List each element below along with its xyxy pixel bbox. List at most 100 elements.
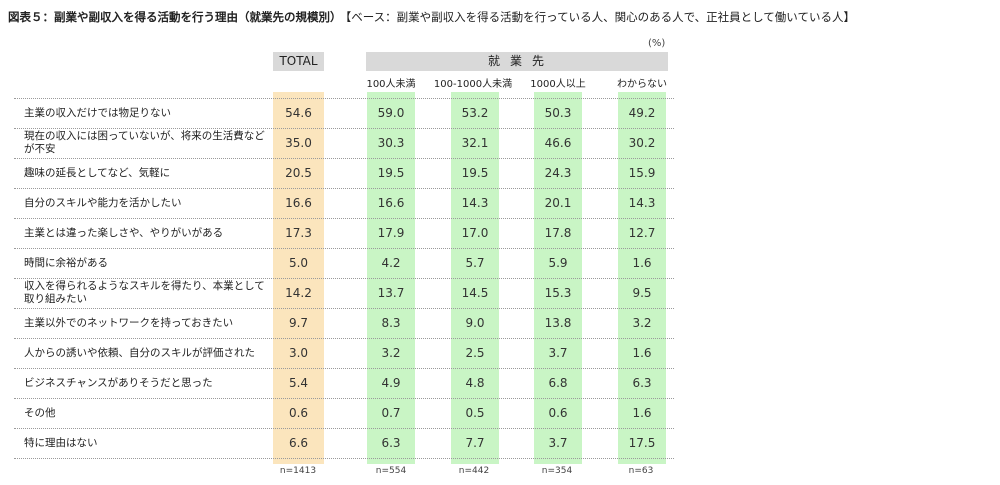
- table-cell: 17.9: [377, 226, 405, 240]
- sample-size-3: n=354: [541, 466, 573, 476]
- table-cell: 9.5: [632, 286, 652, 300]
- table-cell: 1.6: [632, 256, 652, 270]
- table-cell: 3.7: [548, 346, 568, 360]
- table-cell: 14.3: [628, 196, 656, 210]
- table-cell: 0.6: [288, 406, 309, 420]
- sub-header-2: 100-1000人未満: [433, 79, 513, 90]
- table-cell: 3.2: [632, 316, 652, 330]
- row-label: その他: [24, 406, 56, 419]
- chart-title: 図表５：副業や副収入を得る活動を行う理由（就業先の規模別） 【ベース：副業や副収入…: [8, 9, 855, 25]
- table-cell: 30.2: [628, 136, 656, 150]
- table-cell: 17.0: [461, 226, 489, 240]
- table-cell: 16.6: [377, 196, 405, 210]
- sample-size-1: n=554: [375, 466, 407, 476]
- table-cell: 3.2: [381, 346, 401, 360]
- row-label: 主業以外でのネットワークを持っておきたい: [24, 316, 234, 329]
- table-cell: 4.2: [381, 256, 401, 270]
- table-cell: 24.3: [544, 166, 572, 180]
- table-cell: 8.3: [381, 316, 401, 330]
- table-cell: 14.2: [285, 286, 312, 300]
- table-cell: 14.3: [461, 196, 489, 210]
- table-cell: 17.8: [544, 226, 572, 240]
- table-cell: 2.5: [465, 346, 485, 360]
- table-cell: 32.1: [461, 136, 489, 150]
- row-label: 趣味の延長としてなど、気軽に: [24, 166, 171, 179]
- row-separator: [14, 398, 674, 399]
- row-label: 人からの誘いや依頼、自分のスキルが評価された: [24, 346, 255, 359]
- table-cell: 6.6: [288, 436, 309, 450]
- table-cell: 3.7: [548, 436, 568, 450]
- table-cell: 0.5: [465, 406, 485, 420]
- sample-size-2: n=442: [458, 466, 490, 476]
- table-cell: 13.8: [544, 316, 572, 330]
- sub-header-4: わからない: [617, 79, 667, 90]
- table-cell: 15.9: [628, 166, 656, 180]
- title-base-note: 【ベース：副業や副収入を得る活動を行っている人、関心のある人で、正社員として働い…: [345, 10, 855, 24]
- table-cell: 4.9: [381, 376, 401, 390]
- row-separator: [14, 218, 674, 219]
- table-cell: 0.6: [548, 406, 568, 420]
- row-label: ビジネスチャンスがありそうだと思った: [24, 376, 213, 389]
- table-cell: 3.0: [288, 346, 309, 360]
- table-cell: 20.5: [285, 166, 312, 180]
- table-cell: 53.2: [461, 106, 489, 120]
- title-main: 図表５：副業や副収入を得る活動を行う理由（就業先の規模別）: [8, 10, 342, 24]
- table-cell: 6.8: [548, 376, 568, 390]
- row-label: 主業とは違った楽しさや、やりがいがある: [24, 226, 224, 239]
- row-separator: [14, 458, 674, 459]
- table-cell: 5.7: [465, 256, 485, 270]
- table-cell: 7.7: [465, 436, 485, 450]
- table-cell: 17.3: [285, 226, 312, 240]
- row-separator: [14, 308, 674, 309]
- header-group: 就業先: [366, 52, 668, 71]
- table-cell: 50.3: [544, 106, 572, 120]
- row-separator: [14, 128, 674, 129]
- row-separator: [14, 188, 674, 189]
- sample-size-4: n=63: [628, 466, 654, 476]
- row-separator: [14, 368, 674, 369]
- row-label: 収入を得られるようなスキルを得たり、本業として取り組みたい: [24, 280, 265, 305]
- row-label: 主業の収入だけでは物足りない: [24, 106, 171, 119]
- table-cell: 9.0: [465, 316, 485, 330]
- table-cell: 16.6: [285, 196, 312, 210]
- table-cell: 6.3: [632, 376, 652, 390]
- sample-size-0: n=1413: [279, 466, 317, 476]
- table-cell: 0.7: [381, 406, 401, 420]
- row-separator: [14, 158, 674, 159]
- table-cell: 1.6: [632, 346, 652, 360]
- row-label: 自分のスキルや能力を活かしたい: [24, 196, 182, 209]
- table-cell: 1.6: [632, 406, 652, 420]
- table-cell: 6.3: [381, 436, 401, 450]
- table-cell: 54.6: [285, 106, 312, 120]
- table-cell: 5.9: [548, 256, 568, 270]
- table-cell: 49.2: [628, 106, 656, 120]
- table-cell: 13.7: [377, 286, 405, 300]
- table-cell: 5.4: [288, 376, 309, 390]
- row-separator: [14, 98, 674, 99]
- sub-header-1: 100人未満: [366, 79, 416, 90]
- table-cell: 17.5: [628, 436, 656, 450]
- table-cell: 12.7: [628, 226, 656, 240]
- table-cell: 14.5: [461, 286, 489, 300]
- table-cell: 19.5: [377, 166, 405, 180]
- table-cell: 4.8: [465, 376, 485, 390]
- header-total: TOTAL: [273, 52, 324, 71]
- row-label: 時間に余裕がある: [24, 256, 108, 269]
- table-cell: 9.7: [288, 316, 309, 330]
- row-label: 現在の収入には困っていないが、将来の生活費などが不安: [24, 130, 265, 155]
- table-cell: 5.0: [288, 256, 309, 270]
- row-separator: [14, 248, 674, 249]
- table-cell: 46.6: [544, 136, 572, 150]
- table-cell: 20.1: [544, 196, 572, 210]
- row-separator: [14, 428, 674, 429]
- unit-label: (%): [648, 38, 666, 49]
- table-cell: 59.0: [377, 106, 405, 120]
- row-label: 特に理由はない: [24, 436, 98, 449]
- table-cell: 30.3: [377, 136, 405, 150]
- row-separator: [14, 278, 674, 279]
- row-separator: [14, 338, 674, 339]
- sub-header-3: 1000人以上: [530, 79, 586, 90]
- table-cell: 35.0: [285, 136, 312, 150]
- table-cell: 15.3: [544, 286, 572, 300]
- table-cell: 19.5: [461, 166, 489, 180]
